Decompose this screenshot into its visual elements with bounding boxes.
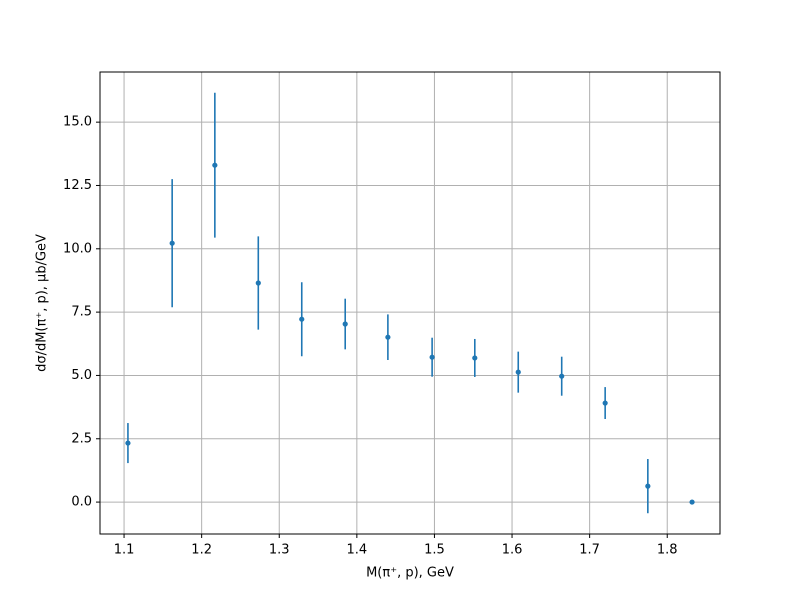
data-point	[515, 369, 521, 375]
data-point	[559, 373, 565, 379]
y-tick-label: 5.0	[71, 368, 92, 383]
x-tick-label: 1.5	[424, 543, 445, 558]
data-point	[689, 499, 695, 505]
data-point	[472, 355, 478, 361]
x-tick-label: 1.3	[269, 543, 290, 558]
data-point	[255, 280, 261, 286]
data-point	[169, 240, 175, 246]
data-point	[429, 354, 435, 360]
x-tick-label: 1.6	[502, 543, 523, 558]
data-point	[602, 400, 608, 406]
y-axis-label: dσ/dM(π⁺, p), μb/GeV	[35, 234, 50, 372]
x-tick-label: 1.2	[191, 543, 212, 558]
y-tick-label: 15.0	[63, 115, 92, 130]
y-tick-label: 2.5	[71, 431, 92, 446]
data-point	[385, 334, 391, 340]
x-tick-label: 1.1	[114, 543, 135, 558]
data-point	[299, 316, 305, 322]
data-point	[212, 162, 218, 168]
plot-frame	[99, 71, 721, 535]
x-axis-label: M(π⁺, p), GeV	[366, 566, 454, 581]
y-tick-label: 7.5	[71, 305, 92, 320]
x-tick-label: 1.7	[579, 543, 600, 558]
y-tick-label: 10.0	[63, 241, 92, 256]
x-tick-label: 1.4	[347, 543, 368, 558]
x-tick-label: 1.8	[657, 543, 678, 558]
data-point	[342, 321, 348, 327]
data-point	[645, 483, 651, 489]
y-tick-label: 12.5	[63, 178, 92, 193]
data-point	[125, 440, 131, 446]
y-tick-label: 0.0	[71, 495, 92, 510]
